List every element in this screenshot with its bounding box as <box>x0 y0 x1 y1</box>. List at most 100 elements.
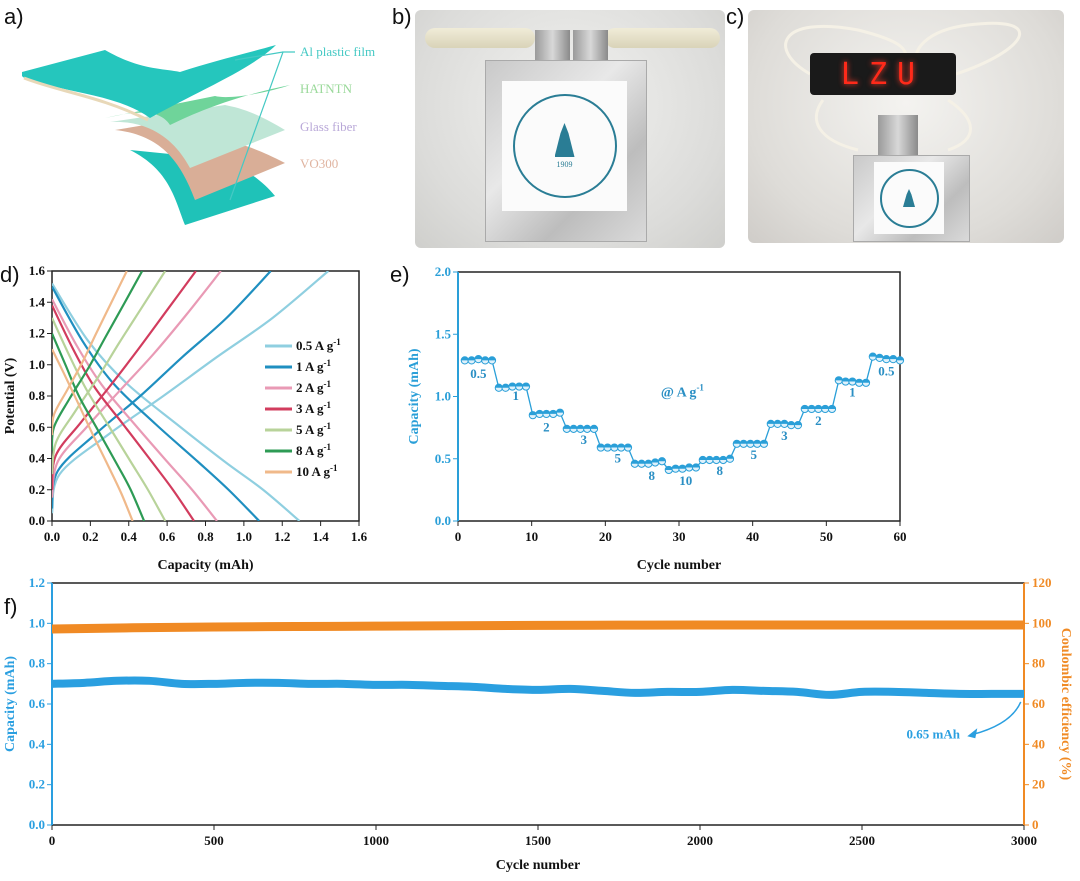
data-point-half <box>590 425 598 429</box>
data-point-half <box>624 443 632 448</box>
data-point-half <box>685 463 693 468</box>
layer-glass-fiber <box>110 105 285 168</box>
rate-annotation: 3 <box>781 428 788 443</box>
data-point-half <box>597 443 605 448</box>
data-point-half <box>767 420 775 424</box>
data-point-half <box>542 410 550 414</box>
legend-superscript: -1 <box>330 463 338 473</box>
x-tick-label: 0 <box>49 833 56 848</box>
discharge-curve <box>52 333 146 521</box>
led-text: LZU <box>840 56 926 92</box>
data-point-half <box>774 420 782 424</box>
layer-label-al-plastic-film: Al plastic film <box>300 44 375 59</box>
electrode-tab <box>878 115 918 160</box>
y-tick-label: 0.5 <box>435 451 452 466</box>
discharge-curve <box>52 282 301 521</box>
x-axis-label: Cycle number <box>496 858 580 873</box>
x-tick-label: 1.2 <box>274 529 290 544</box>
charge-curve <box>52 271 144 451</box>
rate-annotation: 0.5 <box>878 363 895 378</box>
y-tick-label: 0.0 <box>435 513 451 528</box>
y-tick-label: 0.6 <box>29 419 46 434</box>
panel-label-f: f) <box>4 594 17 619</box>
data-point-half <box>583 425 591 429</box>
x-tick-label: 1000 <box>363 833 389 848</box>
discharge-curve <box>52 348 134 521</box>
x-tick-label: 0.6 <box>159 529 176 544</box>
data-point-half <box>753 440 761 444</box>
rate-annotation: 10 <box>679 473 692 488</box>
data-point-half <box>529 411 537 416</box>
layer-label-hatntn: HATNTN <box>300 81 353 96</box>
data-point-half <box>570 425 578 429</box>
y-tick-label: 0.2 <box>29 777 45 792</box>
panel-label-d: d) <box>0 262 20 287</box>
data-point-half <box>481 356 489 361</box>
data-point-half <box>787 421 795 426</box>
y-tick-label: 0.6 <box>29 696 46 711</box>
data-point-half <box>631 460 639 464</box>
coulombic-efficiency-series <box>51 620 1024 634</box>
rate-annotation: 1 <box>513 388 520 403</box>
y2-tick-label: 100 <box>1032 615 1052 630</box>
data-point-half <box>821 405 829 409</box>
data-point-half <box>576 425 584 429</box>
data-point-half <box>835 376 843 381</box>
data-point-half <box>862 379 870 383</box>
x-tick-label: 2000 <box>687 833 713 848</box>
x-tick-label: 40 <box>746 529 759 544</box>
x-tick-label: 500 <box>204 833 224 848</box>
y-tick-label: 2.0 <box>435 264 451 279</box>
data-point-half <box>746 440 754 444</box>
data-point-half <box>814 405 822 409</box>
charge-curve <box>52 271 330 514</box>
y-axis-label: Capacity (mAh) <box>3 656 18 752</box>
chart-e-rate-capability: 0 10 20 30 40 50 60 0.0 0.5 1.0 1.5 2.0 Cycle number… <box>407 264 907 573</box>
data-point-half <box>855 379 863 383</box>
layer-al-film-top <box>22 45 276 118</box>
rate-annotation: 0.5 <box>470 366 487 381</box>
rate-annotation: 8 <box>717 463 724 478</box>
x-tick-label: 3000 <box>1011 833 1037 848</box>
data-point-half <box>549 410 557 414</box>
plot-frame <box>51 582 1025 826</box>
y-tick-label: 0.4 <box>29 451 46 466</box>
data-point-half <box>794 421 802 426</box>
y2-tick-label: 80 <box>1032 656 1045 671</box>
data-point-half <box>651 458 659 463</box>
data-point-half <box>740 440 748 444</box>
data-point-half <box>692 463 700 468</box>
charge-curve <box>52 271 197 490</box>
x-tick-label: 1500 <box>525 833 551 848</box>
data-point-half <box>488 356 496 361</box>
x-tick-label: 50 <box>820 529 833 544</box>
data-point-half <box>508 382 516 387</box>
university-logo-card <box>874 162 944 234</box>
data-point-half <box>502 384 510 388</box>
legend-superscript: -1 <box>323 379 331 389</box>
note-superscript: -1 <box>696 383 704 393</box>
data-point-half <box>733 440 741 444</box>
x-tick-label: 1.0 <box>236 529 252 544</box>
charge-curve <box>52 271 167 475</box>
y2-tick-label: 0 <box>1032 817 1039 832</box>
chart-f-long-cycling: 0 500 1000 1500 2000 2500 30000.00.20.40.60.81… <box>3 575 1073 873</box>
arrow-head <box>967 728 978 739</box>
y-tick-label: 0.2 <box>29 482 45 497</box>
data-point-half <box>719 456 727 460</box>
x-tick-label: 60 <box>894 529 907 544</box>
panel-label-c: c) <box>726 4 744 29</box>
legend-superscript: -1 <box>323 400 331 410</box>
rate-annotation: 8 <box>649 468 656 483</box>
legend-label: 2 A g-1 <box>296 379 331 395</box>
data-point-half <box>461 356 469 361</box>
data-point-half <box>474 355 482 360</box>
chart-d-charge-discharge: 0.0 0.2 0.4 0.6 0.8 1.0 1.2 1.4 1.6 0.0 0.2 0.4 0.6 0… <box>3 263 368 573</box>
layer-label-vo300: VO300 <box>300 156 338 171</box>
university-seal-logo <box>879 168 939 228</box>
x-tick-label: 20 <box>599 529 612 544</box>
y2-tick-label: 20 <box>1032 777 1045 792</box>
legend-label: 0.5 A g-1 <box>296 337 341 353</box>
y-axis-label: Capacity (mAh) <box>407 348 422 444</box>
data-point-half <box>876 354 884 358</box>
